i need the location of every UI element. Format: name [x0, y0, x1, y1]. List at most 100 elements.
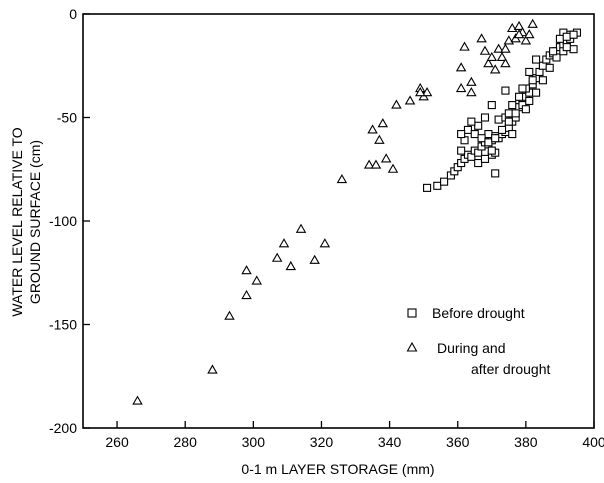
x-tick-label: 280 [174, 434, 198, 450]
axis-ticks [83, 13, 595, 429]
point-before-drought [562, 43, 571, 52]
point-before-drought [504, 109, 513, 118]
point-during-after-drought [251, 275, 262, 285]
point-during-after-drought [489, 64, 501, 74]
point-before-drought [518, 84, 527, 93]
point-during-after-drought [224, 310, 235, 320]
point-during-after-drought [520, 35, 532, 45]
point-during-after-drought [455, 62, 467, 72]
point-before-drought [562, 32, 571, 41]
point-during-after-drought [370, 159, 382, 169]
point-before-drought [480, 113, 490, 122]
point-before-drought [569, 45, 578, 54]
point-during-after-drought [336, 173, 348, 184]
point-during-after-drought [278, 238, 290, 248]
point-before-drought [487, 146, 496, 155]
point-before-drought [532, 88, 541, 97]
point-during-after-drought [486, 51, 498, 62]
point-during-after-drought [527, 18, 538, 28]
y-axis-title-line2: GROUND SURFACE (cm) [27, 140, 43, 304]
point-before-drought [532, 55, 541, 64]
point-before-drought [508, 130, 517, 139]
point-before-drought [555, 34, 564, 43]
point-before-drought [549, 47, 558, 56]
y-tick-label: -50 [57, 110, 77, 126]
y-axis-title-line1: WATER LEVEL RELATIVE TO [9, 127, 25, 316]
point-before-drought [508, 101, 517, 110]
point-during-after-drought [271, 252, 283, 262]
point-during-after-drought [404, 95, 416, 105]
point-before-drought [569, 30, 578, 39]
x-tick-label: 340 [378, 434, 402, 450]
point-before-drought [477, 134, 486, 143]
point-during-after-drought [455, 82, 467, 93]
point-before-drought [525, 67, 534, 77]
point-during-after-drought [483, 58, 494, 68]
y-axis-title: WATER LEVEL RELATIVE TO GROUND SURFACE (… [9, 127, 43, 316]
point-during-after-drought [479, 45, 491, 55]
point-before-drought [497, 125, 507, 134]
point-during-after-drought [493, 43, 504, 53]
point-during-after-drought [466, 76, 477, 86]
x-tick-label: 400 [582, 434, 604, 450]
point-before-drought [504, 117, 513, 126]
point-during-after-drought [391, 99, 402, 109]
point-before-drought [470, 130, 479, 139]
legend-square-marker [407, 308, 417, 318]
point-before-drought [440, 177, 449, 186]
point-during-after-drought [500, 43, 511, 53]
axis-tick-labels: 260 280 300 320 340 360 380 400 0 -50 -100 -150 -200 [49, 6, 604, 450]
point-during-after-drought [500, 58, 511, 68]
x-tick-label: 380 [514, 434, 538, 450]
point-during-after-drought [367, 124, 378, 134]
point-before-drought [457, 130, 466, 139]
point-during-after-drought [377, 118, 389, 128]
point-during-after-drought [496, 51, 508, 62]
point-during-after-drought [319, 238, 331, 248]
point-before-drought [433, 181, 442, 190]
point-before-drought [457, 146, 466, 155]
point-during-after-drought [415, 87, 426, 97]
point-before-drought [521, 105, 530, 114]
point-before-drought [538, 76, 547, 85]
point-during-after-drought [459, 41, 470, 51]
point-during-after-drought [309, 254, 320, 264]
point-before-drought [484, 130, 493, 139]
point-during-after-drought [380, 153, 392, 163]
point-during-after-drought [132, 395, 143, 405]
point-during-after-drought [513, 29, 525, 39]
point-during-after-drought [363, 159, 375, 169]
legend-label-during-line2: after drought [471, 361, 550, 377]
point-before-drought [480, 154, 490, 163]
legend-label-during-line1: During and [437, 340, 506, 356]
point-during-after-drought [207, 364, 218, 374]
point-before-drought [528, 76, 537, 85]
point-before-drought [515, 92, 524, 101]
point-before-drought [487, 101, 496, 110]
point-before-drought [501, 86, 510, 95]
y-tick-label: -200 [49, 420, 77, 436]
point-before-drought [423, 183, 432, 192]
point-before-drought [484, 138, 493, 147]
point-during-after-drought [295, 223, 307, 233]
legend-label-before-drought: Before drought [432, 305, 525, 321]
point-before-drought [525, 96, 534, 105]
y-tick-label: -150 [49, 317, 77, 333]
point-during-after-drought [241, 265, 252, 275]
y-tick-label: 0 [69, 6, 77, 22]
point-before-drought [467, 117, 476, 126]
x-axis-title: 0-1 m LAYER STORAGE (mm) [241, 461, 434, 477]
legend-triangle-marker [406, 341, 418, 352]
point-during-after-drought [476, 33, 487, 43]
point-before-drought [491, 169, 500, 178]
x-tick-label: 360 [446, 434, 470, 450]
point-during-after-drought [387, 163, 399, 173]
legend: Before drought During and after drought [406, 305, 550, 377]
point-before-drought [545, 63, 554, 72]
point-during-after-drought [374, 134, 385, 144]
point-during-after-drought [241, 289, 252, 300]
point-before-drought [474, 121, 483, 130]
y-tick-label: -100 [49, 213, 77, 229]
point-during-after-drought [466, 87, 477, 97]
